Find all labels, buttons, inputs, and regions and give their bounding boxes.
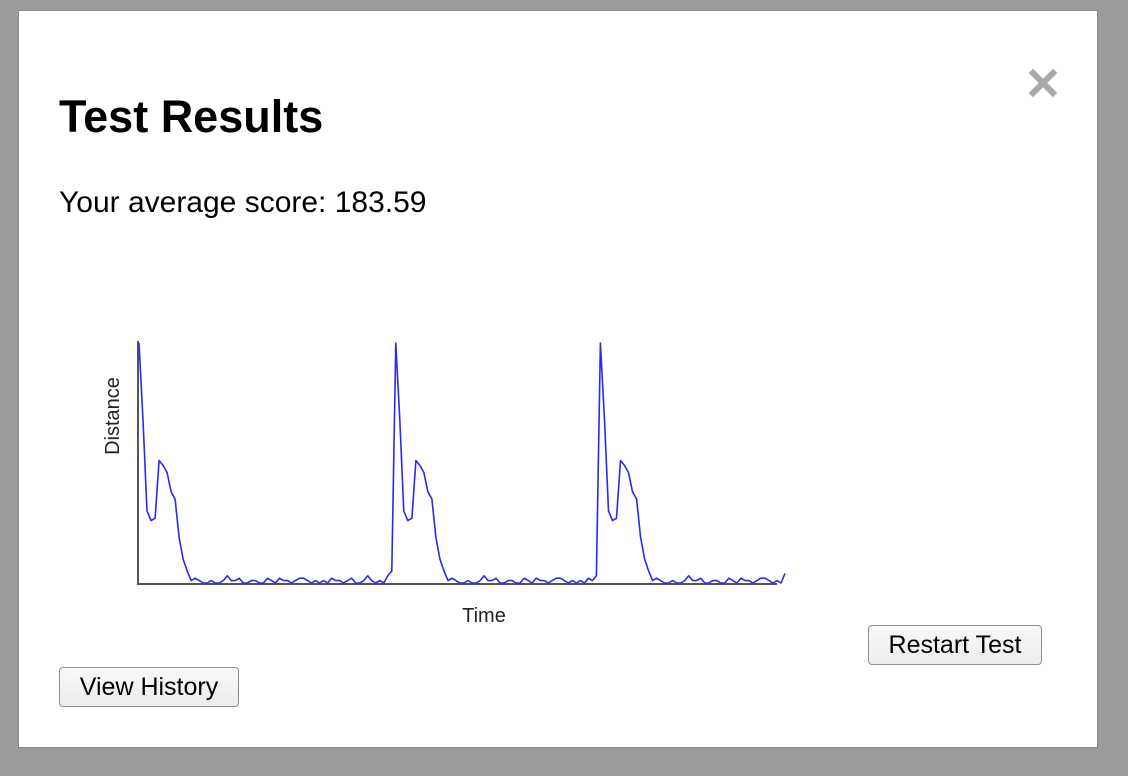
chart-y-axis-label: Distance — [102, 377, 124, 455]
distance-time-chart: Distance Time — [102, 341, 786, 627]
restart-test-button[interactable]: Restart Test — [868, 625, 1042, 665]
test-results-dialog: Test Results Your average score: 183.59 … — [18, 10, 1098, 748]
close-icon[interactable] — [1027, 67, 1059, 99]
chart-x-axis-label: Time — [462, 605, 506, 627]
chart-series-line-distance — [138, 342, 786, 584]
average-score-text: Your average score: 183.59 — [59, 186, 427, 219]
dialog-title: Test Results — [59, 91, 324, 142]
view-history-button[interactable]: View History — [59, 667, 239, 707]
